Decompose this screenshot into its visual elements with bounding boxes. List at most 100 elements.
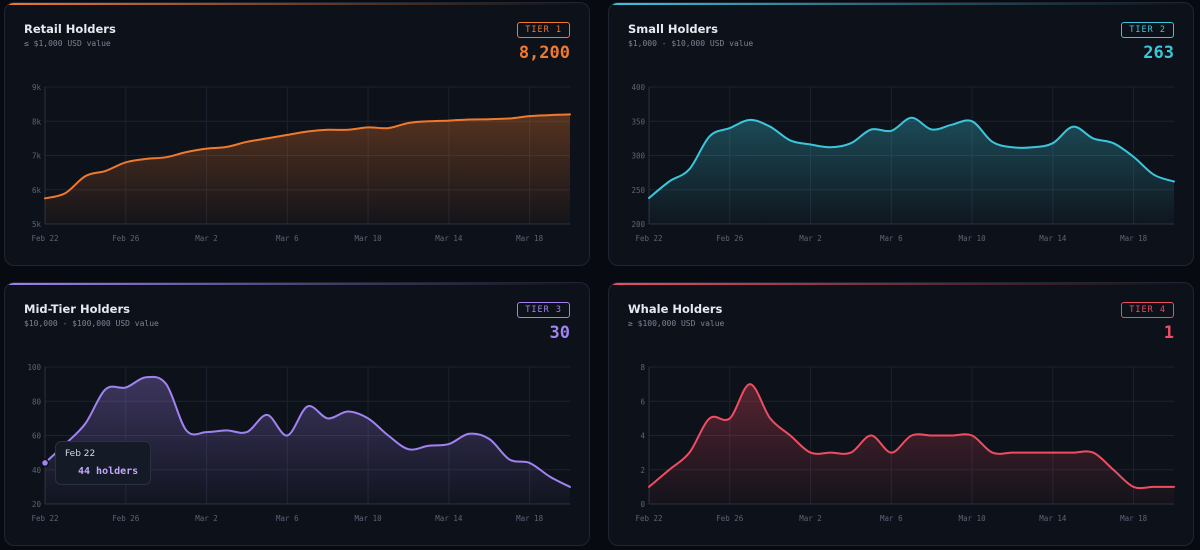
data-point[interactable] <box>486 436 492 442</box>
data-point[interactable] <box>42 195 48 201</box>
data-point[interactable] <box>848 140 854 146</box>
data-point[interactable] <box>949 433 955 439</box>
data-point[interactable] <box>224 427 230 433</box>
data-point[interactable] <box>244 139 250 145</box>
data-point[interactable] <box>405 446 411 452</box>
data-point[interactable] <box>868 433 874 439</box>
data-point[interactable] <box>547 474 553 480</box>
data-point[interactable] <box>1030 144 1036 150</box>
data-point[interactable] <box>123 385 129 391</box>
data-point[interactable] <box>163 381 169 387</box>
data-point[interactable] <box>888 450 894 456</box>
data-point[interactable] <box>325 127 331 133</box>
data-point[interactable] <box>567 111 573 117</box>
data-point[interactable] <box>888 128 894 134</box>
data-point[interactable] <box>305 129 311 135</box>
data-point[interactable] <box>909 115 915 121</box>
data-point[interactable] <box>1151 484 1157 490</box>
data-point[interactable] <box>767 124 773 130</box>
data-point[interactable] <box>1131 484 1137 490</box>
data-point[interactable] <box>123 159 129 165</box>
data-point[interactable] <box>1009 450 1015 456</box>
data-point[interactable] <box>183 427 189 433</box>
data-point[interactable] <box>82 173 88 179</box>
data-point[interactable] <box>305 403 311 409</box>
data-point[interactable] <box>466 431 472 437</box>
data-point[interactable] <box>506 116 512 122</box>
chart-retail-holders[interactable]: 5k 6k 7k 8k 9k Feb 22 Feb 26 Mar 2 Mar 6 Mar 10 Ma… <box>5 3 590 266</box>
data-point[interactable] <box>204 429 210 435</box>
data-point[interactable] <box>143 374 149 380</box>
data-point[interactable] <box>969 118 975 124</box>
data-point[interactable] <box>365 124 371 130</box>
data-point[interactable] <box>103 168 109 174</box>
data-point[interactable] <box>989 139 995 145</box>
data-point[interactable] <box>527 460 533 466</box>
data-point[interactable] <box>345 409 351 415</box>
data-point[interactable] <box>527 113 533 119</box>
data-point[interactable] <box>244 429 250 435</box>
data-point[interactable] <box>808 142 814 148</box>
data-point[interactable] <box>547 112 553 118</box>
data-point[interactable] <box>446 441 452 447</box>
data-point[interactable] <box>747 381 753 387</box>
data-point[interactable] <box>1110 140 1116 146</box>
data-point[interactable] <box>506 456 512 462</box>
data-point[interactable] <box>989 450 995 456</box>
data-point[interactable] <box>325 415 331 421</box>
data-point[interactable] <box>82 421 88 427</box>
data-point[interactable] <box>486 116 492 122</box>
data-point[interactable] <box>466 117 472 123</box>
data-point[interactable] <box>1090 135 1096 141</box>
data-point[interactable] <box>808 450 814 456</box>
data-point[interactable] <box>929 433 935 439</box>
data-point[interactable] <box>828 144 834 150</box>
data-point[interactable] <box>787 433 793 439</box>
data-point[interactable] <box>284 132 290 138</box>
data-point[interactable] <box>666 179 672 185</box>
data-point[interactable] <box>1131 154 1137 160</box>
data-point[interactable] <box>646 484 652 490</box>
data-point[interactable] <box>385 433 391 439</box>
data-point[interactable] <box>969 433 975 439</box>
data-point[interactable] <box>143 156 149 162</box>
data-point[interactable] <box>1171 179 1177 185</box>
data-point[interactable] <box>446 118 452 124</box>
data-point[interactable] <box>666 467 672 473</box>
data-point[interactable] <box>707 133 713 139</box>
data-point[interactable] <box>1070 124 1076 130</box>
chart-whale-holders[interactable]: 0 2 4 6 8 Feb 22 Feb 26 Mar 2 Mar 6 Mar 10 Mar 14 M… <box>609 283 1194 546</box>
data-point[interactable] <box>1171 484 1177 490</box>
data-point[interactable] <box>949 122 955 128</box>
data-point[interactable] <box>365 415 371 421</box>
data-point[interactable] <box>747 117 753 123</box>
data-point[interactable] <box>1009 144 1015 150</box>
data-point[interactable] <box>1151 172 1157 178</box>
data-point[interactable] <box>1110 467 1116 473</box>
data-point[interactable] <box>1070 450 1076 456</box>
data-point[interactable] <box>426 118 432 124</box>
chart-small-holders[interactable]: 200 250 300 350 400 Feb 22 Feb 26 Mar 2 Mar 6 Mar… <box>609 3 1194 266</box>
data-point[interactable] <box>1050 140 1056 146</box>
data-point[interactable] <box>264 412 270 418</box>
data-point[interactable] <box>686 450 692 456</box>
data-point[interactable] <box>1030 450 1036 456</box>
data-point[interactable] <box>224 144 230 150</box>
data-point[interactable] <box>103 386 109 392</box>
data-point[interactable] <box>183 149 189 155</box>
data-point[interactable] <box>62 190 68 196</box>
data-point[interactable] <box>868 126 874 132</box>
data-point[interactable] <box>767 415 773 421</box>
data-point[interactable] <box>686 166 692 172</box>
data-point[interactable] <box>787 137 793 143</box>
data-point[interactable] <box>385 125 391 131</box>
data-point[interactable] <box>264 135 270 141</box>
data-point[interactable] <box>204 146 210 152</box>
data-point[interactable] <box>727 415 733 421</box>
data-point[interactable] <box>828 450 834 456</box>
data-point[interactable] <box>848 450 854 456</box>
data-point[interactable] <box>426 443 432 449</box>
data-point[interactable] <box>909 433 915 439</box>
data-point[interactable] <box>929 126 935 132</box>
